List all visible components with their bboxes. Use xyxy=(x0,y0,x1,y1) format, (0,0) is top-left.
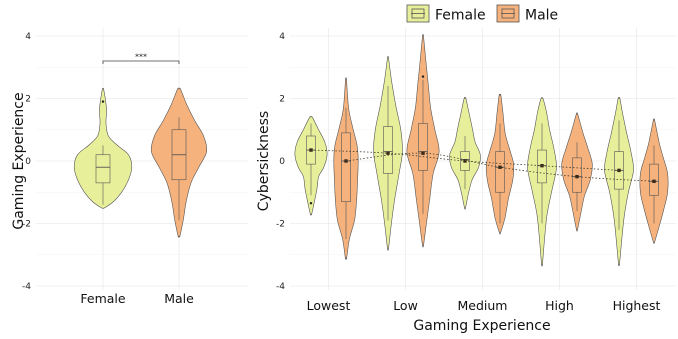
x-tick-label-male: Male xyxy=(164,291,194,306)
male-lowest-box xyxy=(341,132,351,202)
right-panel: -4 -2 0 2 4 Lowest Low Medium High Highest Cyber… xyxy=(256,28,676,334)
female-medium-violin xyxy=(449,97,481,210)
legend-label-male: Male xyxy=(525,8,558,24)
male-high-violin xyxy=(561,112,593,232)
legend-swatch-female-box xyxy=(411,8,425,19)
left-violins xyxy=(73,87,208,238)
male-highest-mean-marker xyxy=(652,179,656,184)
significance-label: *** xyxy=(135,53,147,62)
male-low-box xyxy=(418,123,428,171)
y-tick-label: -4 xyxy=(276,282,285,292)
female-lowest-outlier-0 xyxy=(309,201,313,205)
y-tick-label: 4 xyxy=(279,32,285,42)
y-tick-label: 4 xyxy=(25,32,31,42)
female-outlier-0 xyxy=(101,100,105,103)
legend-label-female: Female xyxy=(435,8,486,24)
y-tick-label: 2 xyxy=(25,95,31,105)
male-high-box xyxy=(572,157,582,193)
left-y-axis-title: Gaming Experience xyxy=(11,92,27,229)
y-tick-label: 0 xyxy=(279,157,285,167)
male-medium-box xyxy=(495,151,505,193)
right-x-axis-title: Gaming Experience xyxy=(413,318,550,334)
legend-swatch-male-box xyxy=(501,8,515,19)
female-trend-line xyxy=(310,149,620,171)
female-low-box xyxy=(383,126,393,174)
female-highest-violin xyxy=(604,97,634,267)
female-lowest-mean-marker xyxy=(309,148,313,152)
male-lowest-violin xyxy=(333,77,359,260)
right-violins xyxy=(294,34,669,267)
x-tick-label-lowest: Lowest xyxy=(307,298,351,313)
y-tick-label: -4 xyxy=(22,282,31,292)
male-violin xyxy=(150,87,208,238)
significance-bracket-line xyxy=(102,60,180,64)
male-highest-box xyxy=(649,163,659,196)
right-y-axis-title: Cybersickness xyxy=(256,111,272,211)
female-box xyxy=(95,154,111,184)
y-tick-label: 2 xyxy=(279,95,285,105)
right-y-tick-labels: -4 -2 0 2 4 xyxy=(276,32,285,292)
significance-bracket: *** xyxy=(102,53,180,64)
right-x-tick-labels: Lowest Low Medium High Highest xyxy=(307,298,661,313)
left-x-tick-labels: Female Male xyxy=(80,291,194,306)
male-low-outlier-0 xyxy=(421,75,425,78)
y-tick-label: 0 xyxy=(25,157,31,167)
legend: Female Male xyxy=(406,4,558,24)
female-high-box xyxy=(537,149,547,184)
x-tick-label-highest: Highest xyxy=(613,298,661,313)
left-panel: -4 -2 0 2 4 *** Female Male Gaming Experience xyxy=(11,28,248,306)
male-medium-violin xyxy=(485,93,515,235)
legend-item-male: Male xyxy=(496,4,558,24)
x-tick-label-high: High xyxy=(545,298,574,313)
y-tick-label: -2 xyxy=(276,220,285,230)
x-tick-label-medium: Medium xyxy=(458,298,508,313)
x-tick-label-female: Female xyxy=(80,291,126,306)
x-tick-label-low: Low xyxy=(393,298,418,313)
female-high-violin xyxy=(527,97,557,267)
male-medium-mean-marker xyxy=(498,165,502,169)
left-gridlines xyxy=(36,28,248,290)
male-low-violin xyxy=(406,34,440,248)
y-tick-label: -2 xyxy=(22,220,31,230)
male-high-mean-marker xyxy=(575,174,579,179)
legend-item-female: Female xyxy=(406,4,486,24)
left-y-tick-labels: -4 -2 0 2 4 xyxy=(22,32,31,292)
